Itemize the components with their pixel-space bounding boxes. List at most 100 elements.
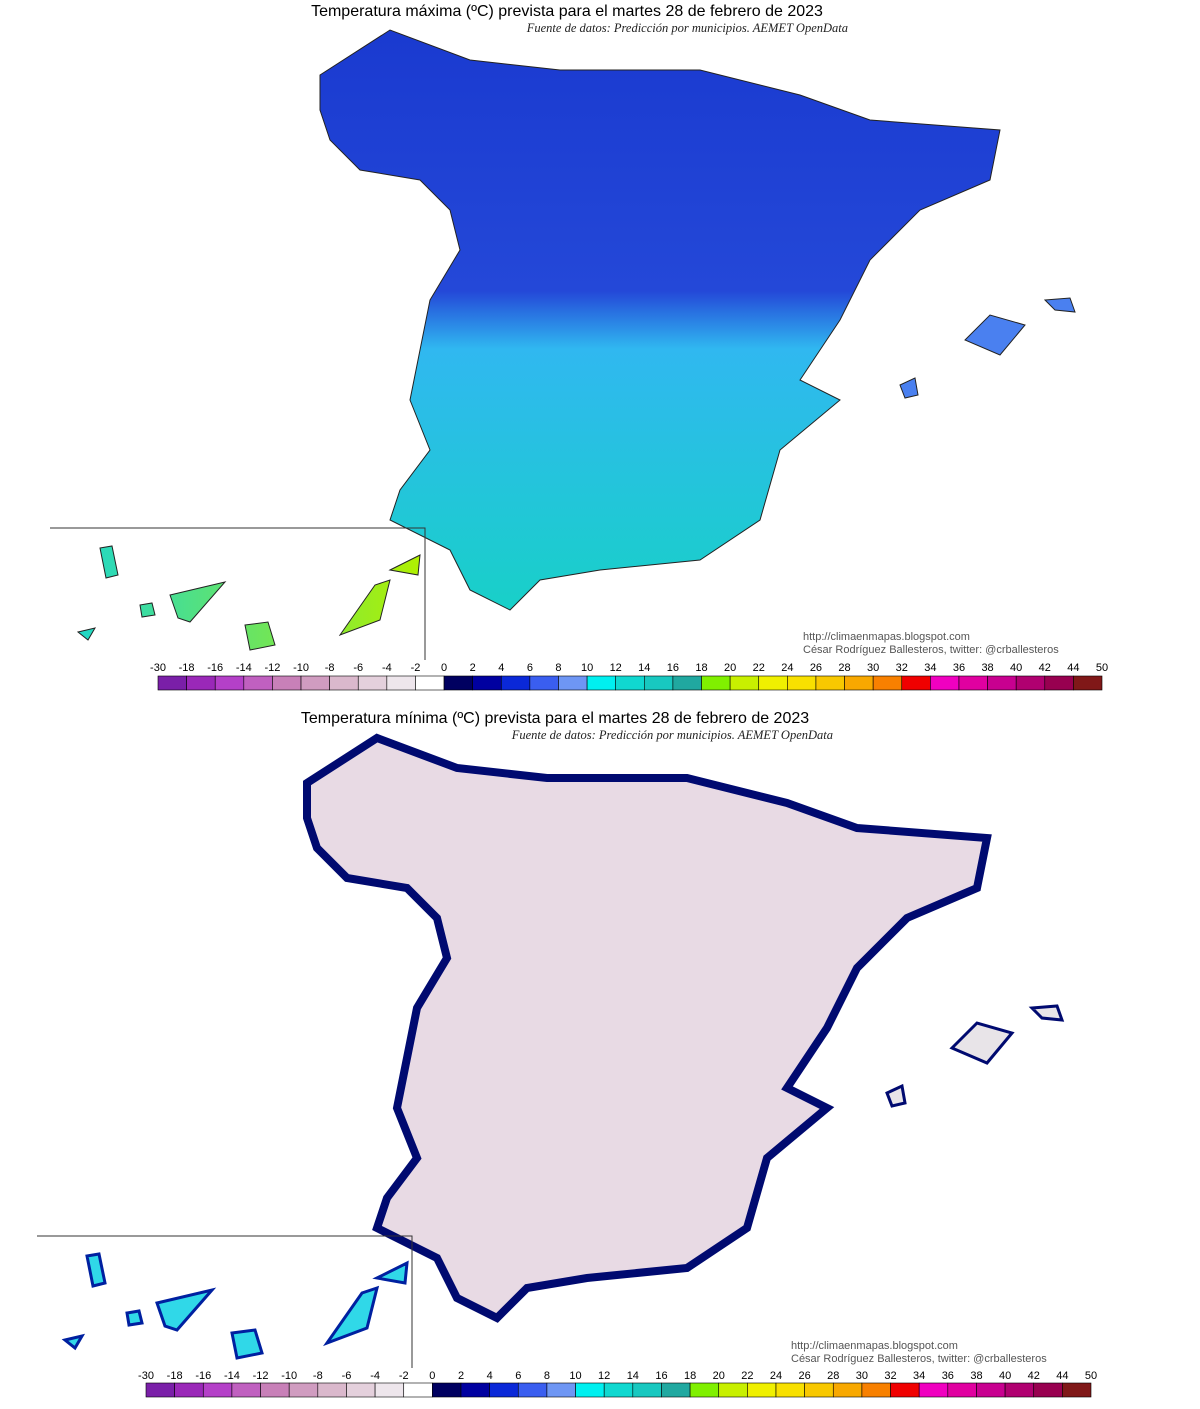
- legend-swatch: [214, 675, 245, 691]
- legend-swatch: [415, 675, 445, 691]
- credit: http://climaenmapas.blogspot.com: [803, 631, 970, 643]
- map-max: [50, 29, 1076, 660]
- legend-swatch: [374, 1382, 405, 1398]
- legend-swatch: [529, 675, 559, 691]
- legend-tick-label: -30: [138, 1370, 154, 1382]
- legend-swatch: [260, 1382, 290, 1398]
- legend-tick-label: 0: [429, 1370, 435, 1382]
- map-min: [37, 738, 1064, 1368]
- legend-swatch: [403, 1382, 433, 1398]
- legend-swatch: [976, 1382, 1006, 1398]
- legend-tick-label: 36: [953, 662, 965, 674]
- legend-tick-label: 38: [981, 662, 993, 674]
- legend-tick-label: 8: [555, 662, 561, 674]
- legend-tick-label: 42: [1039, 662, 1051, 674]
- legend-swatch: [815, 675, 845, 691]
- legend-swatch: [288, 1382, 319, 1398]
- legend-tick-label: -10: [281, 1370, 297, 1382]
- legend-swatch: [186, 675, 216, 691]
- legend-swatch: [804, 1382, 834, 1398]
- legend-tick-label: 16: [667, 662, 679, 674]
- legend-tick-label: 26: [810, 662, 822, 674]
- legend-swatch: [947, 1382, 977, 1398]
- legend-tick-label: -6: [353, 662, 363, 674]
- legend-tick-label: -2: [399, 1370, 409, 1382]
- legend-swatch: [145, 1382, 175, 1398]
- legend-tick-label: 24: [781, 662, 793, 674]
- legend-tick-label: 4: [487, 1370, 493, 1382]
- legend-tick-label: 40: [1010, 662, 1022, 674]
- legend-swatch: [472, 675, 502, 691]
- legend-swatch: [872, 675, 903, 691]
- legend-swatch: [1015, 675, 1046, 691]
- legend-swatch: [231, 1382, 261, 1398]
- legend-swatch: [787, 675, 817, 691]
- legend-tick-label: 12: [598, 1370, 610, 1382]
- legend-swatch: [775, 1382, 805, 1398]
- legend-tick-label: 28: [838, 662, 850, 674]
- legend-tick-label: -10: [293, 662, 309, 674]
- legend-swatch: [672, 675, 702, 691]
- legend-swatch: [586, 675, 616, 691]
- legend-tick-label: -12: [264, 662, 280, 674]
- map-title: Temperatura mínima (ºC) prevista para el…: [301, 710, 809, 727]
- legend-tick-label: 18: [684, 1370, 696, 1382]
- legend-tick-label: 28: [827, 1370, 839, 1382]
- legend-swatch: [832, 1382, 863, 1398]
- legend-swatch: [202, 1382, 233, 1398]
- legend-tick-label: 30: [867, 662, 879, 674]
- data-source: Fuente de datos: Predicción por municipi…: [526, 21, 848, 35]
- map-title: Temperatura máxima (ºC) prevista para el…: [311, 3, 823, 20]
- legend-tick-label: 50: [1096, 662, 1108, 674]
- legend-swatch: [890, 1382, 920, 1398]
- legend-tick-label: 36: [942, 1370, 954, 1382]
- legend-tick-label: 10: [581, 662, 593, 674]
- legend-swatch: [243, 675, 273, 691]
- legend-tick-label: 18: [695, 662, 707, 674]
- legend-swatch: [661, 1382, 691, 1398]
- legend-swatch: [500, 675, 531, 691]
- legend-swatch: [987, 675, 1017, 691]
- legend-tick-label: 2: [470, 662, 476, 674]
- legend-tick-label: 34: [924, 662, 936, 674]
- legend-swatch: [517, 1382, 548, 1398]
- credit: César Rodríguez Ballesteros, twitter: @c…: [803, 644, 1059, 656]
- legend-tick-label: 42: [1028, 1370, 1040, 1382]
- legend-swatch: [558, 675, 588, 691]
- legend-swatch: [300, 675, 330, 691]
- legend-tick-label: 38: [970, 1370, 982, 1382]
- legend-tick-label: -4: [370, 1370, 380, 1382]
- legend-tick-label: -2: [411, 662, 421, 674]
- legend-swatch: [729, 675, 760, 691]
- legend-tick-label: 8: [544, 1370, 550, 1382]
- legend-swatch: [603, 1382, 634, 1398]
- legend-swatch: [1044, 675, 1074, 691]
- legend-tick-label: 40: [999, 1370, 1011, 1382]
- legend-tick-label: 6: [527, 662, 533, 674]
- legend-tick-label: -12: [253, 1370, 269, 1382]
- data-source: Fuente de datos: Predicción por municipi…: [511, 728, 833, 742]
- legend-swatch: [432, 1382, 462, 1398]
- legend-swatch: [357, 675, 388, 691]
- legend-swatch: [644, 675, 674, 691]
- legend-tick-label: 34: [913, 1370, 925, 1382]
- legend-swatch: [1004, 1382, 1035, 1398]
- legend-swatch: [901, 675, 931, 691]
- legend-tick-label: 26: [799, 1370, 811, 1382]
- legend-tick-label: 14: [638, 662, 650, 674]
- legend-swatch: [918, 1382, 949, 1398]
- legend-tick-label: -8: [325, 662, 335, 674]
- legend-swatch: [272, 675, 302, 691]
- legend-tick-label: -14: [236, 662, 252, 674]
- legend-swatch: [157, 675, 187, 691]
- legend-tick-label: 16: [655, 1370, 667, 1382]
- legend-tick-label: 20: [713, 1370, 725, 1382]
- legend-tick-label: 6: [515, 1370, 521, 1382]
- credit: César Rodríguez Ballesteros, twitter: @c…: [791, 1353, 1047, 1365]
- legend-tick-label: -18: [167, 1370, 183, 1382]
- legend-tick-label: 22: [753, 662, 765, 674]
- legend-tick-label: -4: [382, 662, 392, 674]
- legend-swatch: [615, 675, 645, 691]
- legend-tick-label: 44: [1067, 662, 1079, 674]
- legend-swatch: [747, 1382, 777, 1398]
